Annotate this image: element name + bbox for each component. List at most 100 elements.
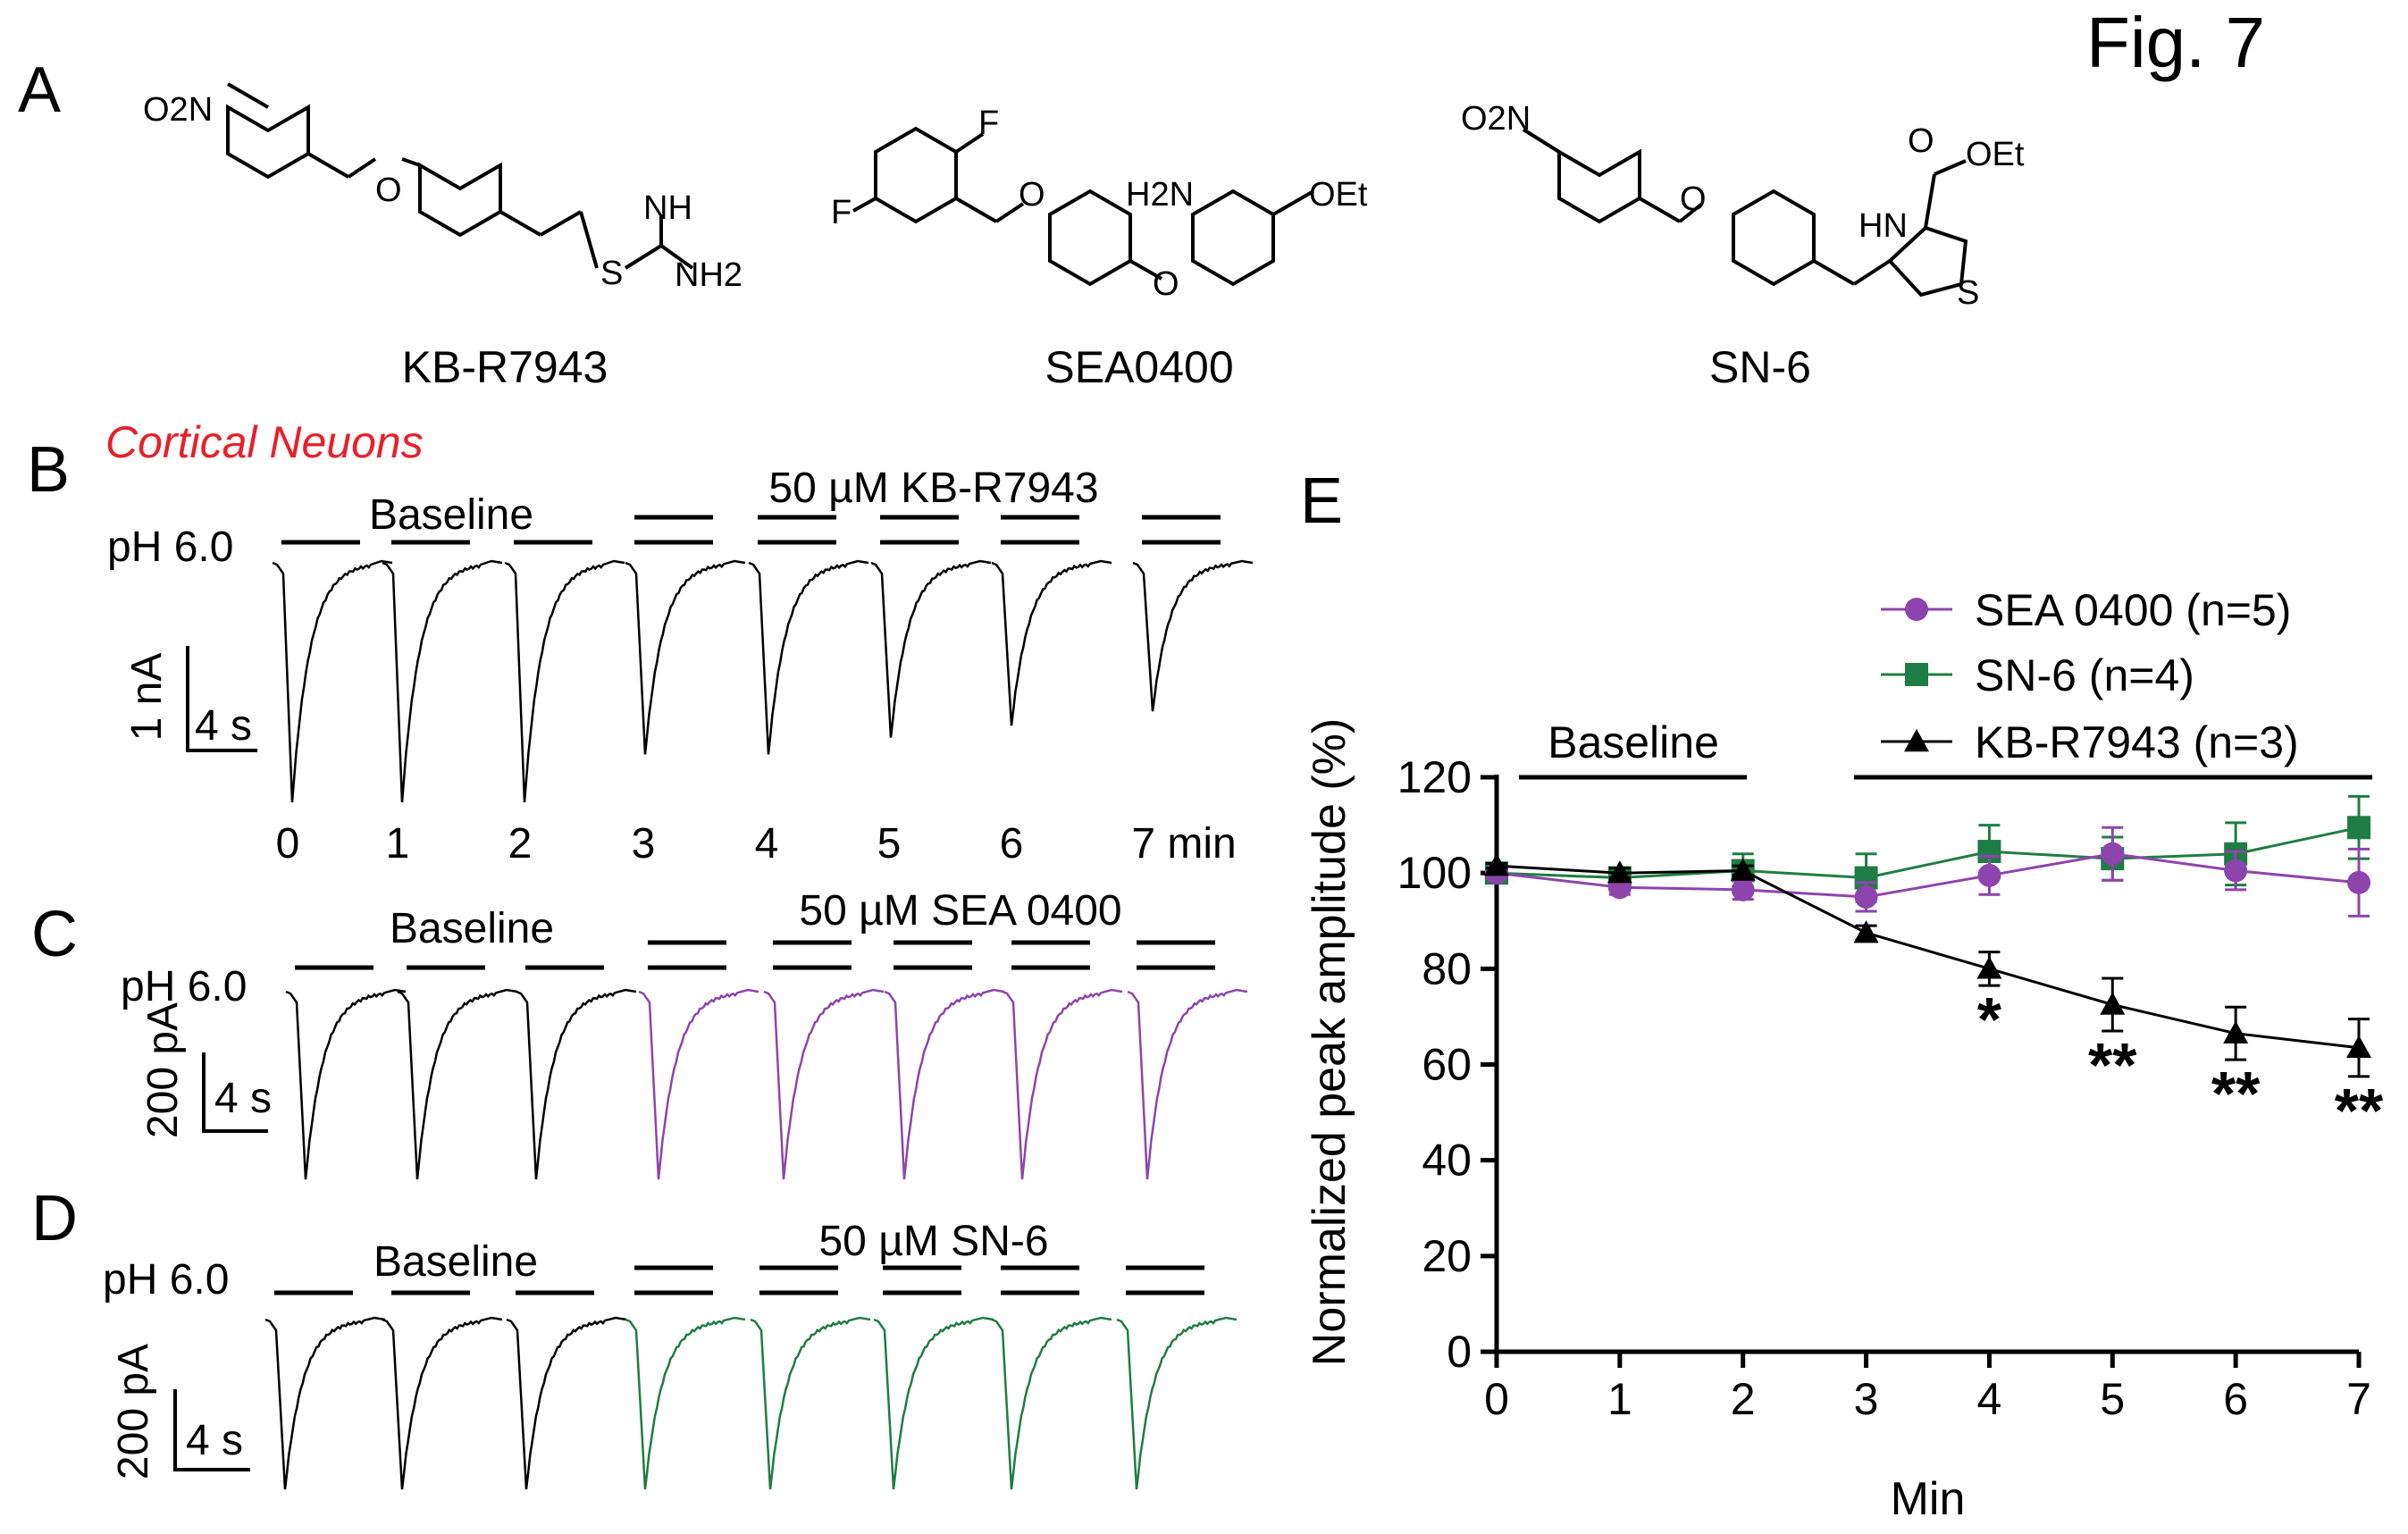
legend-label: SEA 0400 (n=5) [1975,585,2291,635]
current-trace [873,1316,994,1490]
y-tick-label: 20 [1422,1231,1472,1281]
data-point-triangle [1484,853,1509,876]
panel-c-scale-y: 200 pA [139,1002,187,1138]
figure-label: Fig. 7 [2086,3,2265,82]
y-tick-label: 0 [1447,1327,1472,1377]
compound-name-sea0400: SEA0400 [1045,342,1233,392]
y-axis-label: Normalized peak amplitude (%) [1304,718,1355,1366]
current-trace [1002,988,1123,1180]
time-label: 3 [632,820,656,868]
cell-type-label: Cortical Neuons [105,417,424,467]
x-tick-label: 6 [2223,1374,2248,1424]
current-trace [382,1316,503,1490]
structure-atom-labels: O2N O NH S NH2 F F O H2N OEt O O2N O O O… [143,91,2025,312]
panel-c-drug-label: 50 µM SEA 0400 [799,887,1121,935]
time-label: 4 [755,820,779,868]
atom-label: NH2 [675,256,743,294]
atom-label: O [1680,180,1707,218]
series-triangle [1484,853,2371,1078]
atom-label: O2N [143,91,213,129]
current-trace [763,988,885,1180]
current-trace [991,559,1112,726]
structure-kb-r7943 [226,82,694,270]
series-circle [1485,826,2370,918]
panel-b-scale-x: 4 s [195,702,252,750]
data-point-triangle [1853,920,1879,943]
time-label: 0 [276,820,300,868]
panel-d-scale-x: 4 s [186,1417,243,1464]
current-trace [397,988,518,1180]
atom-label: NH [643,189,692,227]
panel-b-drug-label: 50 µM KB-R7943 [768,465,1098,512]
panel-d-scale-y: 200 pA [110,1344,157,1480]
time-label: 1 [386,820,410,868]
panel-c-letter: C [31,899,78,970]
x-tick-label: 4 [1977,1374,2002,1424]
current-trace [506,1316,627,1490]
x-tick-label: 3 [1854,1374,1879,1424]
data-point-circle [1905,598,1928,621]
x-tick-label: 7 [2346,1374,2371,1424]
legend-label: SN-6 (n=4) [1975,650,2194,700]
panel-a-structures [226,82,1968,298]
data-point-square [2347,816,2370,840]
current-trace [750,1316,871,1490]
atom-label: O [1153,265,1179,303]
current-trace [625,1316,746,1490]
data-point-triangle [1607,860,1632,884]
panel-c-scale-x: 4 s [214,1075,272,1122]
atom-label: S [1957,274,1979,312]
atom-label: O [1019,176,1045,214]
x-tick-label: 1 [1607,1374,1632,1424]
time-label: 2 [508,820,533,868]
panel-d-drug-label: 50 µM SN-6 [818,1218,1048,1265]
panel-b-letter: B [27,434,70,506]
y-tick-label: 120 [1397,752,1472,802]
series-line [1496,864,2360,1050]
legend: SEA 0400 (n=5) SN-6 (n=4) KB-R7943 (n=3) [1881,585,2299,767]
atom-label: F [978,105,999,142]
panel-c-scale-bar: 200 pA 4 s [139,1002,272,1138]
data-point-triangle [2223,1020,2249,1044]
structure-sea0400 [852,126,1315,287]
atom-label: S [600,255,623,292]
atom-label: O [1908,122,1934,160]
atom-label: OEt [1309,176,1368,214]
y-tick-label: 80 [1422,943,1472,993]
panel-d-scale-bar: 200 pA 4 s [110,1344,250,1480]
current-trace [272,559,393,803]
x-tick-label: 5 [2100,1374,2125,1424]
structure-sn-6 [1522,128,1968,298]
current-trace [1132,559,1254,712]
panel-c-ph-label: pH 6.0 [121,963,247,1010]
panel-d-stimulus-bars [274,1265,1204,1295]
x-tick-label: 0 [1484,1374,1509,1424]
panel-b-traces [272,559,1254,803]
atom-label: O2N [1461,100,1531,138]
current-trace [625,559,746,755]
x-axis-label: Min [1891,1473,1966,1525]
time-label: 5 [877,820,902,868]
panel-d-traces [264,1316,1238,1490]
compound-name-sn-6: SN-6 [1709,342,1811,392]
y-tick-label: 60 [1422,1040,1472,1090]
current-trace [884,988,1005,1180]
atom-label: OEt [1966,136,2025,173]
data-point-triangle [1730,858,1756,881]
panel-b-scale-bar: 1 nA 4 s [123,646,257,752]
panel-d-letter: D [31,1183,78,1254]
panel-c-baseline-label: Baseline [390,905,554,952]
atom-label: F [831,194,852,231]
panel-b-baseline-label: Baseline [369,491,533,539]
significance-marker: * [1977,985,2002,1054]
series-line [1496,852,2360,899]
significance-marker: ** [2088,1030,2137,1100]
current-trace [870,559,992,738]
data-point-triangle [1904,729,1929,752]
compound-names: KB-R7943 SEA0400 SN-6 [402,342,1811,392]
data-point-circle [1854,884,1878,909]
panel-b-time-labels: 0 1 2 3 4 5 6 7 min [276,820,1237,868]
current-trace [516,988,637,1180]
current-trace [264,1316,386,1490]
